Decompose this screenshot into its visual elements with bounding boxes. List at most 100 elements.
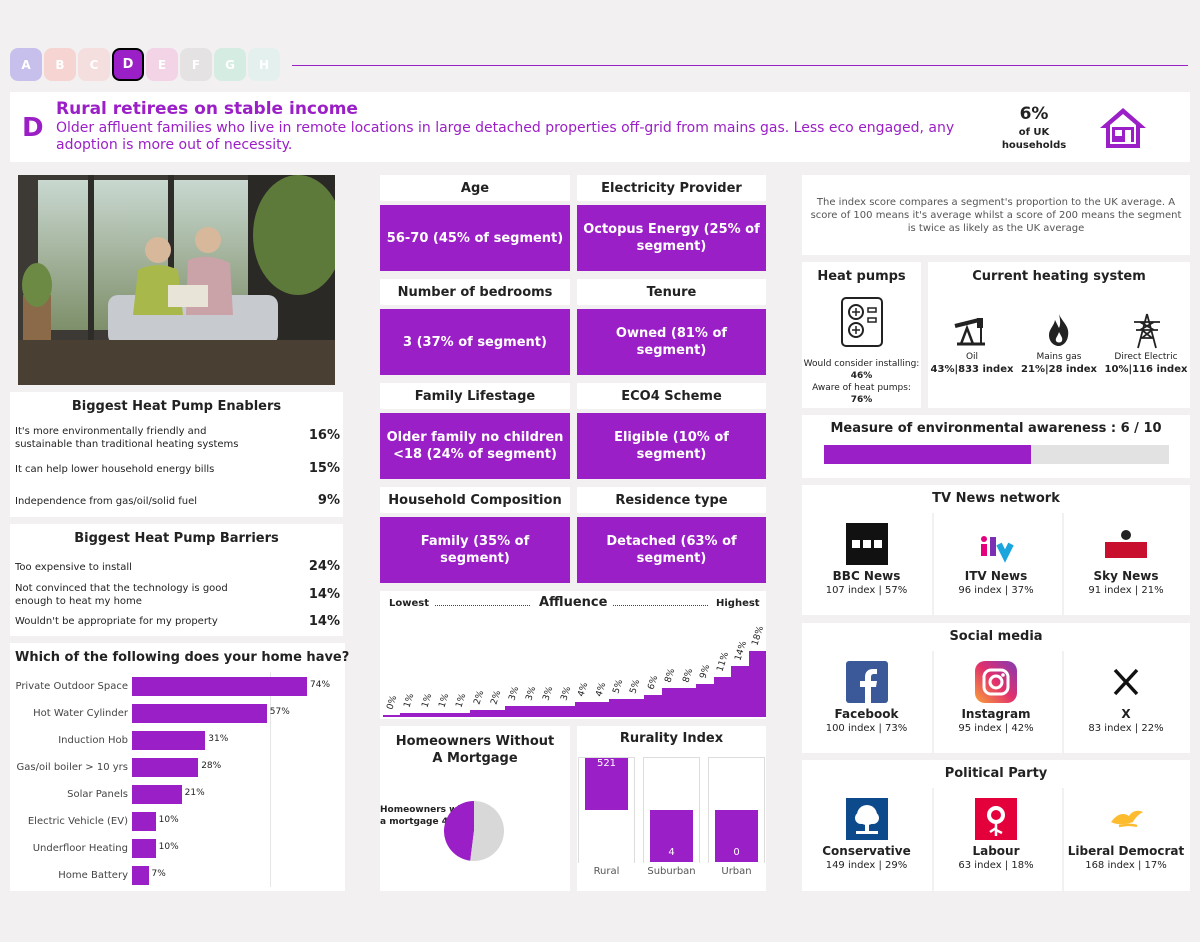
affluence-dots-left <box>435 605 530 606</box>
social-1-stat: 95 index | 42% <box>958 723 1034 734</box>
sky-news-logo-icon <box>1105 523 1147 565</box>
tv-2-name: Sky News <box>1093 569 1159 583</box>
heating-2-name: Direct Electric <box>1114 352 1178 362</box>
home-feature-label: Gas/oil boiler > 10 yrs <box>16 762 128 773</box>
tile-eco-title: ECO4 Scheme <box>577 383 766 409</box>
politics-0-name: Conservative <box>822 844 911 858</box>
segment-header <box>10 92 1190 162</box>
home-feature-label: Solar Panels <box>67 789 128 800</box>
home-feature-label: Underfloor Heating <box>32 843 128 854</box>
home-feature-label: Hot Water Cylinder <box>33 708 128 719</box>
affluence-low-label: Lowest <box>389 598 429 609</box>
affluence-bar <box>470 709 488 717</box>
home-feature-value: 74% <box>310 680 331 690</box>
segment-description: Older affluent families who live in remo… <box>56 120 955 153</box>
awareness-fill <box>824 445 1031 464</box>
x-logo-icon <box>1105 661 1147 703</box>
affluence-bar <box>452 713 471 717</box>
enablers-item-pct: 9% <box>317 493 340 508</box>
home-feature-value: 10% <box>158 842 179 852</box>
barriers-item-pct: 24% <box>308 559 340 574</box>
affluence-bar <box>609 698 628 717</box>
social-divider <box>932 651 934 753</box>
tab-b[interactable]: B <box>44 48 76 81</box>
facebook-logo-icon <box>845 661 888 703</box>
tv-1-stat: 96 index | 37% <box>958 585 1034 596</box>
enablers-item-text: It's more environmentally friendly and s… <box>15 426 239 450</box>
affluence-title: Affluence <box>539 595 608 610</box>
heating-0-name: Oil <box>965 352 979 362</box>
enablers-title: Biggest Heat Pump Enablers <box>71 399 282 414</box>
oil-pump-icon <box>954 318 985 346</box>
home-feature-label: Induction Hob <box>58 735 128 746</box>
heating-0-stat: 43%|833 index <box>930 364 1014 375</box>
social-0-name: Facebook <box>834 707 899 721</box>
tile-bed-title: Number of bedrooms <box>380 279 570 305</box>
home-feature-value: 28% <box>201 761 222 771</box>
tab-e[interactable]: E <box>146 48 178 81</box>
tv-2-stat: 91 index | 21% <box>1088 585 1164 596</box>
conservative-logo-icon <box>845 798 888 840</box>
barriers-item-text: Not convinced that the technology is goo… <box>15 583 228 607</box>
rurality-column-frame <box>643 757 700 863</box>
affluence-bar <box>400 713 419 717</box>
affluence-bar <box>696 684 715 717</box>
social-2-stat: 83 index | 22% <box>1088 723 1164 734</box>
home-feature-bar <box>132 731 206 750</box>
tile-life-value: Older family no children <18 (24% of seg… <box>380 413 570 479</box>
enablers-item-pct: 15% <box>308 461 340 476</box>
social-2-name: X <box>1121 707 1131 721</box>
affluence-bar <box>591 702 610 717</box>
politics-0-stat: 149 index | 29% <box>825 860 908 871</box>
affluence-bar <box>626 698 645 717</box>
home-feature-bar <box>132 812 156 831</box>
household-share: 6% <box>1019 104 1049 124</box>
tab-d[interactable]: D <box>112 48 144 81</box>
barriers-item-text: Too expensive to install <box>15 562 132 573</box>
tab-f[interactable]: F <box>180 48 212 81</box>
home-feature-value: 10% <box>158 815 179 825</box>
tile-age-value: 56-70 (45% of segment) <box>380 205 570 271</box>
home-feature-value: 7% <box>151 869 166 879</box>
heat-pump-consider: Would consider installing: 46% <box>803 359 920 381</box>
index-note: The index score compares a segment's pro… <box>802 175 1190 255</box>
heat-pump-aware: Aware of heat pumps: 76% <box>812 383 911 405</box>
segment-letter: D <box>22 113 44 143</box>
tile-eco-value: Eligible (10% of segment) <box>577 413 766 479</box>
heating-2-stat: 10%|116 index <box>1104 364 1188 375</box>
tile-res-title: Residence type <box>577 487 766 513</box>
tv-divider <box>932 513 934 615</box>
tab-h[interactable]: H <box>248 48 280 81</box>
rurality-value: 521 <box>596 758 617 769</box>
tab-a[interactable]: A <box>10 48 42 81</box>
home-features-title: Which of the following does your home ha… <box>15 650 350 665</box>
segment-title: Rural retirees on stable income <box>56 99 358 119</box>
barriers-item-text: Wouldn't be appropriate for my property <box>15 616 218 627</box>
affluence-bar <box>557 706 575 717</box>
home-feature-label: Home Battery <box>58 870 128 881</box>
tab-c[interactable]: C <box>78 48 110 81</box>
social-divider <box>1062 651 1064 753</box>
tile-tenure-title: Tenure <box>577 279 766 305</box>
affluence-bar <box>539 706 558 717</box>
tile-life-title: Family Lifestage <box>380 383 570 409</box>
tile-comp-value: Family (35% of segment) <box>380 517 570 583</box>
social-1-name: Instagram <box>961 707 1031 721</box>
affluence-bar <box>574 702 593 717</box>
enablers-card <box>10 392 343 517</box>
tile-comp-title: Household Composition <box>380 487 570 513</box>
affluence-bar <box>713 676 732 717</box>
affluence-bar <box>644 695 663 717</box>
home-feature-bar <box>132 866 149 885</box>
social-0-stat: 100 index | 73% <box>825 723 908 734</box>
affluence-dots-right <box>613 605 708 606</box>
rurality-column-frame <box>708 757 765 863</box>
mortgage-title: Homeowners Without A Mortgage <box>395 734 555 766</box>
tab-divider <box>292 65 1188 66</box>
affluence-bar <box>678 687 697 717</box>
home-feature-bar <box>132 839 156 858</box>
tab-g[interactable]: G <box>214 48 246 81</box>
rurality-value: 4 <box>668 847 675 858</box>
barriers-item-pct: 14% <box>308 614 340 629</box>
barriers-card <box>10 524 343 636</box>
